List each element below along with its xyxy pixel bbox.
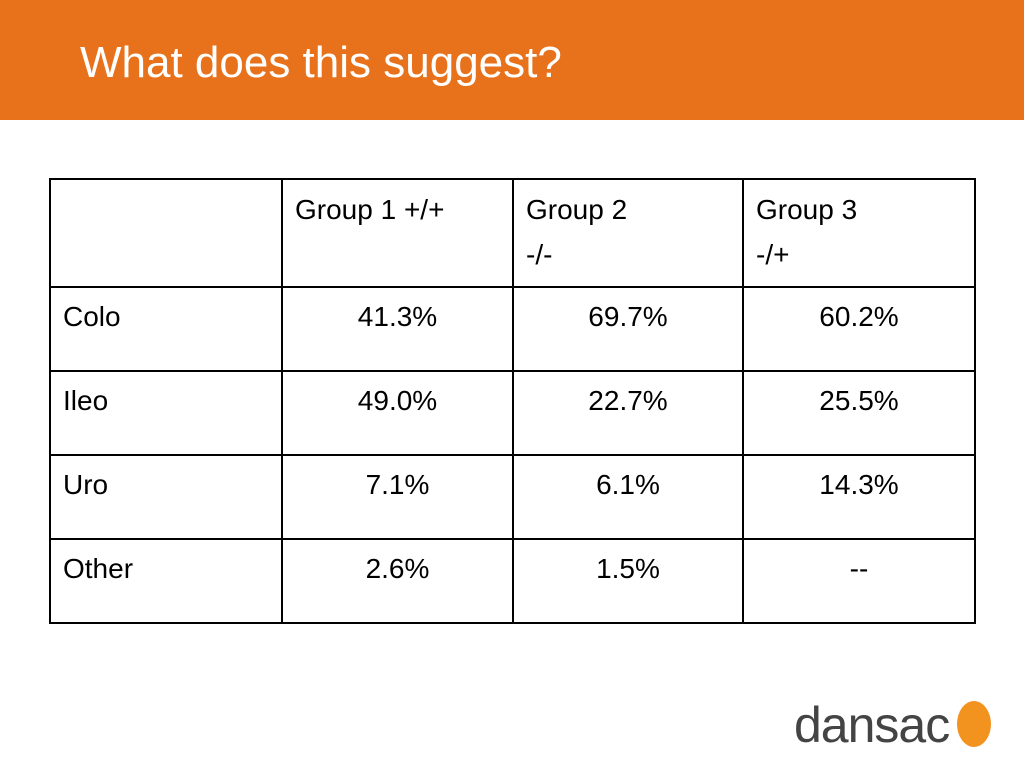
value-cell: 6.1% — [512, 453, 744, 540]
table-row: Ileo 49.0% 22.7% 25.5% — [49, 369, 976, 456]
header-cell-empty — [49, 178, 283, 288]
value-cell: 14.3% — [742, 453, 976, 540]
cell-value: 49.0% — [357, 384, 438, 416]
row-label: Uro — [63, 468, 109, 500]
value-cell: -- — [742, 537, 976, 624]
cell-value: 69.7% — [588, 300, 668, 332]
cell-value: 22.7% — [588, 384, 668, 416]
header-bar: What does this suggest? — [0, 0, 1024, 120]
row-label-cell: Other — [49, 537, 283, 624]
row-label: Colo — [63, 300, 121, 332]
slide-title: What does this suggest? — [80, 38, 562, 87]
logo-mark-icon — [957, 701, 991, 747]
header-line: Group 2 — [526, 194, 628, 225]
cell-value: 14.3% — [819, 468, 899, 500]
dansac-logo: dansac — [794, 697, 1004, 753]
value-cell: 49.0% — [281, 369, 514, 456]
cell-value: 7.1% — [365, 468, 430, 500]
value-cell: 25.5% — [742, 369, 976, 456]
cell-value: 2.6% — [365, 552, 430, 584]
row-label-cell: Colo — [49, 285, 283, 372]
row-label: Ileo — [63, 384, 109, 416]
row-label: Other — [63, 552, 134, 584]
cell-value: 41.3% — [357, 300, 438, 332]
value-cell: 69.7% — [512, 285, 744, 372]
row-label-cell: Uro — [49, 453, 283, 540]
header-line: Group 3 — [756, 194, 858, 225]
results-table: Group 1 +/+ Group 2 -/- Group 3 -/+ Colo… — [49, 178, 976, 624]
value-cell: 22.7% — [512, 369, 744, 456]
table-header-row: Group 1 +/+ Group 2 -/- Group 3 -/+ — [49, 178, 976, 288]
table-row: Uro 7.1% 6.1% 14.3% — [49, 453, 976, 540]
header-cell-group-2: Group 2 -/- — [512, 178, 744, 288]
header-subline: -/- — [526, 238, 553, 270]
value-cell: 2.6% — [281, 537, 514, 624]
row-label-cell: Ileo — [49, 369, 283, 456]
value-cell: 41.3% — [281, 285, 514, 372]
logo-wordmark: dansac — [794, 697, 950, 753]
value-cell: 60.2% — [742, 285, 976, 372]
cell-value: 1.5% — [596, 552, 660, 584]
header-cell-group-1: Group 1 +/+ — [281, 178, 514, 288]
value-cell: 7.1% — [281, 453, 514, 540]
header-cell-group-3: Group 3 -/+ — [742, 178, 976, 288]
cell-value: 25.5% — [819, 384, 899, 416]
header-line: Group 1 +/+ — [295, 194, 445, 225]
cell-value: 6.1% — [596, 468, 660, 500]
header-subline: -/+ — [756, 238, 790, 270]
cell-value: -- — [849, 552, 869, 584]
cell-value: 60.2% — [819, 300, 899, 332]
value-cell: 1.5% — [512, 537, 744, 624]
table-row: Colo 41.3% 69.7% 60.2% — [49, 285, 976, 372]
table-row: Other 2.6% 1.5% -- — [49, 537, 976, 624]
